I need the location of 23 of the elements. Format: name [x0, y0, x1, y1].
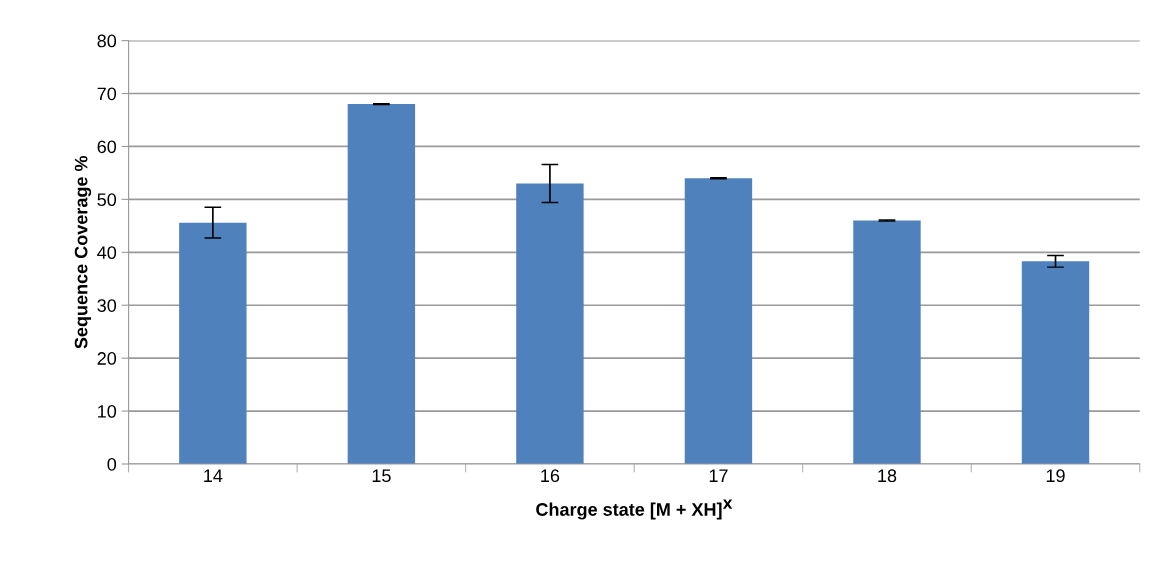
- bar: [684, 178, 753, 464]
- y-tick-label: 80: [97, 34, 117, 48]
- bar: [347, 104, 416, 464]
- y-tick-label: 50: [97, 193, 117, 207]
- y-tick-label: 60: [97, 140, 117, 154]
- bar: [516, 183, 584, 464]
- x-tick-label: 15: [372, 469, 391, 483]
- bar: [853, 220, 921, 464]
- y-tick-label: 10: [98, 405, 117, 418]
- y-tick-label: 30: [97, 299, 117, 312]
- y-tick-label: 0: [107, 457, 117, 471]
- y-tick-label: 40: [97, 246, 117, 260]
- x-tick-label: 17: [709, 469, 728, 482]
- x-tick-label: 14: [204, 469, 223, 482]
- y-tick-label: 70: [97, 87, 117, 101]
- x-tick-label: 19: [1046, 469, 1065, 483]
- y-axis-title: Sequence Coverage %: [74, 155, 92, 349]
- x-tick-label: 16: [541, 469, 560, 483]
- x-axis-title: Charge state [M + XH]$^{X}$: [536, 499, 733, 520]
- bar: [1021, 261, 1090, 464]
- y-tick-label: 20: [97, 352, 117, 365]
- bar: [179, 222, 247, 464]
- x-tick-label: 18: [878, 469, 897, 483]
